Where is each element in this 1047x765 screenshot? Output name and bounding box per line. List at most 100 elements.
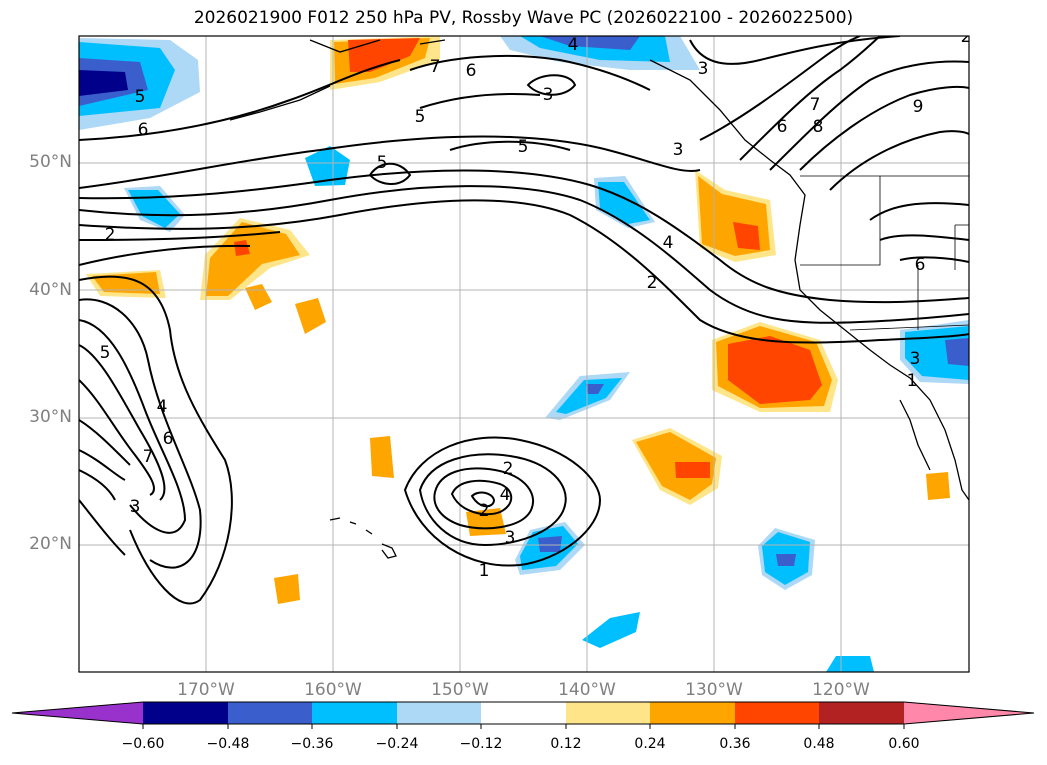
colorbar-tick-label: 0.48	[803, 736, 835, 752]
colorbar-swatch	[735, 702, 819, 724]
pv-contour	[79, 419, 131, 466]
contour-label: 5	[100, 343, 111, 363]
colorbar-tick-label: −0.48	[206, 736, 250, 752]
contour-label: 4	[568, 35, 579, 55]
lon-label-150w: 150°W	[431, 680, 489, 700]
contour-label: 3	[130, 497, 141, 517]
pv-contour	[79, 379, 155, 496]
anomaly-negative	[540, 36, 640, 50]
anomaly-positive	[370, 436, 394, 478]
colorbar-extend-high	[904, 702, 1034, 724]
pv-contour	[79, 231, 281, 241]
political-border	[954, 224, 969, 270]
shaded-anomalies	[79, 36, 969, 672]
contour-label: 6	[915, 255, 926, 275]
anomaly-positive	[206, 222, 300, 296]
colorbar-tick-label: −0.12	[459, 736, 503, 752]
contour-label: 2	[105, 225, 116, 245]
contour-label: 7	[430, 57, 441, 77]
contour-label: 5	[415, 107, 426, 127]
colorbar-swatch	[143, 702, 228, 724]
colorbar-swatch	[312, 702, 397, 724]
lat-label-50n: 50°N	[29, 152, 72, 172]
pv-contour	[899, 256, 969, 263]
anomaly-positive	[274, 574, 300, 604]
pv-contour	[79, 275, 233, 605]
contour-label: 3	[698, 59, 709, 79]
lat-label-40n: 40°N	[29, 280, 72, 300]
colorbar-tick-label: −0.36	[290, 736, 334, 752]
coastline	[649, 59, 969, 501]
colorbar-tick-label: 0.12	[550, 736, 582, 752]
pv-contour	[739, 36, 881, 161]
contour-label: 1	[907, 371, 918, 391]
pv-contour	[470, 491, 496, 508]
colorbar-tick-label: 0.36	[719, 736, 751, 752]
contour-label: 6	[777, 117, 788, 137]
pv-contour	[449, 140, 571, 151]
pv-contour	[368, 162, 412, 185]
anomaly-negative	[582, 612, 640, 648]
contour-label: 3	[505, 528, 516, 548]
pv-contour	[79, 169, 969, 304]
colorbar-swatch	[819, 702, 904, 724]
contour-label: 4	[500, 485, 511, 505]
pv-contour	[79, 59, 401, 141]
contour-label: 2	[961, 27, 972, 47]
contour-label: 6	[466, 61, 477, 81]
lon-label-160w: 160°W	[304, 680, 362, 700]
lon-label-140w: 140°W	[558, 680, 616, 700]
contour-label: 7	[810, 95, 821, 115]
pv-contour	[419, 92, 541, 109]
political-border	[849, 324, 969, 331]
anomaly-negative	[538, 536, 562, 552]
coastline	[899, 399, 931, 471]
pv-contour	[79, 499, 126, 556]
pv-contour	[79, 344, 166, 501]
anomaly-positive	[675, 462, 710, 478]
pv-contour	[526, 74, 577, 96]
contour-label: 2	[479, 501, 490, 521]
contour-label: 3	[673, 140, 684, 160]
pv-contour	[79, 135, 701, 189]
pv-contour	[699, 36, 861, 141]
contour-label: 2	[647, 273, 658, 293]
colorbar-tick-label: 0.60	[888, 736, 920, 752]
anomaly-negative	[945, 338, 969, 366]
map-gridlines	[79, 36, 969, 672]
contour-label: 3	[543, 85, 554, 105]
contour-label: 2	[503, 459, 514, 479]
anomaly-positive	[733, 222, 760, 250]
pv-contour	[79, 244, 251, 266]
colorbar-swatch	[650, 702, 735, 724]
contour-label: 5	[518, 137, 529, 157]
anomaly-negative	[586, 384, 604, 394]
contour-label: 8	[813, 117, 824, 137]
anomaly-negative	[128, 190, 180, 228]
anomaly-positive	[295, 298, 326, 334]
lon-label-170w: 170°W	[177, 680, 235, 700]
anomaly-positive	[234, 240, 250, 256]
pv-contour	[799, 85, 969, 171]
colorbar-swatch	[566, 702, 650, 724]
pv-contour	[869, 202, 969, 221]
contour-label: 3	[910, 349, 921, 369]
pv-contour	[829, 130, 969, 191]
coastline	[309, 39, 446, 53]
colorbar-tick-label: −0.24	[375, 736, 419, 752]
anomaly-negative	[305, 146, 350, 186]
pv-contour	[689, 36, 901, 65]
pv-contour	[433, 467, 535, 530]
colorbar-swatch	[228, 702, 312, 724]
pv-contour	[79, 469, 116, 501]
pv-contour	[79, 449, 126, 481]
coastline	[229, 85, 331, 121]
pv-contour	[418, 453, 567, 547]
pv-contour	[79, 319, 187, 534]
chart-title: 2026021900 F012 250 hPa PV, Rossby Wave …	[193, 8, 854, 28]
hawaiian-islands	[329, 517, 397, 559]
pv-contour	[79, 199, 969, 344]
colorbar-tick-label: 0.24	[634, 736, 666, 752]
anomaly-positive	[926, 472, 950, 500]
anomaly-negative	[826, 656, 874, 672]
